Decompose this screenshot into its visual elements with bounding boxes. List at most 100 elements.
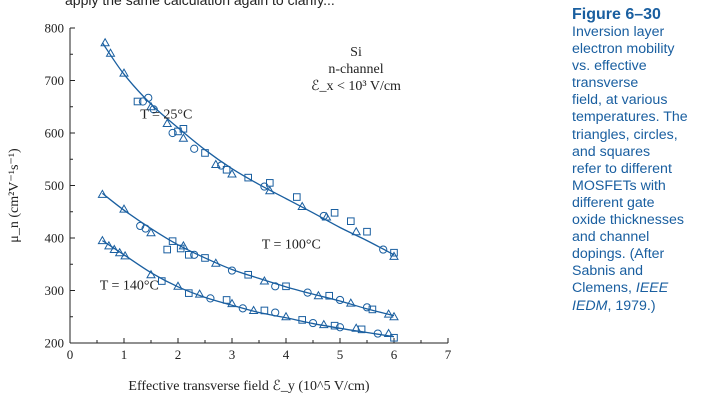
triangle-point <box>345 298 356 307</box>
circle-point <box>190 144 199 153</box>
x-tick-label: 0 <box>67 347 74 362</box>
caption-line: MOSFETs with <box>572 177 666 194</box>
mobility-chart: 0 1 2 3 4 5 6 7 200 300 400 500 600 700 800 Effective … <box>7 21 452 395</box>
triangle-point <box>97 235 108 245</box>
caption-line: refer to different <box>572 160 672 177</box>
square-point <box>222 296 231 304</box>
circle-point <box>149 105 158 114</box>
annotation-line: ℰ_x < 10³ V/cm <box>311 79 401 94</box>
square-point <box>222 165 231 174</box>
caption-line: and channel <box>572 229 650 246</box>
y-tick-label: 600 <box>45 126 65 141</box>
temperature-label: T = 25°C <box>140 107 192 122</box>
annotation-line: Si <box>350 45 362 60</box>
clipped-top-text: apply the same calculation again to clar… <box>65 0 335 8</box>
square-point <box>244 270 252 279</box>
x-tick-label: 4 <box>283 347 290 362</box>
square-point <box>168 237 177 245</box>
triangle-point <box>109 244 120 254</box>
square-point <box>201 254 209 262</box>
square-point <box>330 321 339 330</box>
condition-annotation: Si n-channel ℰ_x < 10³ V/cm <box>311 45 401 94</box>
square-point <box>368 305 377 314</box>
square-point <box>174 127 182 136</box>
x-tick-label: 5 <box>337 347 344 362</box>
triangle-point <box>119 204 129 213</box>
square-point <box>282 282 290 291</box>
figure-caption: Figure 6–30 Inversion layer electron mobi… <box>572 6 708 315</box>
caption-body: Inversion layer electron mobility vs. effe… <box>572 24 708 315</box>
triangle-point <box>178 133 189 142</box>
circle-point <box>335 323 345 332</box>
y-tick-label: 300 <box>45 283 65 298</box>
square-point <box>201 149 209 157</box>
chart-labels: Effective transverse field ℰ_y (10^5 V/c… <box>7 45 401 394</box>
triangle-point <box>383 309 394 318</box>
triangle-point <box>297 201 308 210</box>
circle-point <box>308 318 318 328</box>
square-point <box>179 125 188 133</box>
circle-point <box>271 308 280 317</box>
caption-line: electron mobility <box>572 41 675 58</box>
square-point <box>330 209 339 217</box>
temperature-labels: T = 25°C T = 100°C T = 140°C <box>100 107 321 293</box>
triangle-point <box>210 159 221 168</box>
circle-point <box>238 304 247 313</box>
triangle-point <box>100 37 110 47</box>
triangle-point <box>146 227 156 237</box>
caption-line: and squares <box>572 143 651 160</box>
temperature-label: T = 100°C <box>262 238 321 253</box>
square-point <box>260 306 269 315</box>
triangle-point <box>313 290 324 300</box>
triangle-point <box>173 281 183 290</box>
triangle-point <box>318 319 329 329</box>
triangle-point <box>389 311 399 321</box>
square-point <box>347 217 355 225</box>
circle-point <box>362 303 372 312</box>
square-point <box>158 277 166 285</box>
x-tick-label: 1 <box>121 347 128 362</box>
triangle-point <box>259 276 270 285</box>
triangle-point <box>120 250 130 260</box>
triangle-point <box>119 68 129 77</box>
square-point <box>185 289 193 297</box>
triangle-point <box>281 311 291 321</box>
y-tick-label: 800 <box>45 21 65 36</box>
y-tick-label: 700 <box>45 73 65 88</box>
data-markers <box>97 37 399 342</box>
triangle-point <box>248 305 259 314</box>
triangle-point <box>194 289 205 298</box>
y-axis-label: μ_n (cm²V⁻¹s⁻¹) <box>7 148 22 243</box>
square-point <box>163 245 171 254</box>
caption-line: vs. effective <box>572 58 647 75</box>
square-point <box>363 227 371 236</box>
triangle-point <box>162 118 173 128</box>
square-point <box>244 173 252 182</box>
square-point <box>266 179 274 187</box>
circle-point <box>136 221 145 231</box>
caption-line: field, at various <box>572 92 668 109</box>
series-curve <box>102 192 395 317</box>
triangle-point <box>351 226 362 236</box>
circle-point <box>144 93 153 102</box>
axis-ticks: 0 1 2 3 4 5 6 7 200 300 400 500 600 700 800 <box>45 21 452 363</box>
caption-line: dopings. (After <box>572 246 665 263</box>
triangle-point <box>264 185 275 195</box>
square-point <box>293 193 301 201</box>
x-tick-label: 2 <box>175 347 182 362</box>
plot-frame <box>69 28 448 344</box>
x-tick-label: 3 <box>229 347 236 362</box>
caption-line: Clemens, IEEE <box>572 280 669 297</box>
y-tick-label: 500 <box>45 178 65 193</box>
square-point <box>133 97 142 106</box>
triangle-point <box>383 328 394 338</box>
square-point <box>357 325 366 334</box>
circle-point <box>373 329 382 338</box>
series-curve <box>102 240 395 338</box>
circle-point <box>141 224 150 233</box>
caption-line: triangles, circles, <box>572 126 678 143</box>
circle-point <box>379 245 388 254</box>
circle-point <box>217 161 226 170</box>
square-point <box>390 248 398 257</box>
triangle-point <box>114 247 125 257</box>
